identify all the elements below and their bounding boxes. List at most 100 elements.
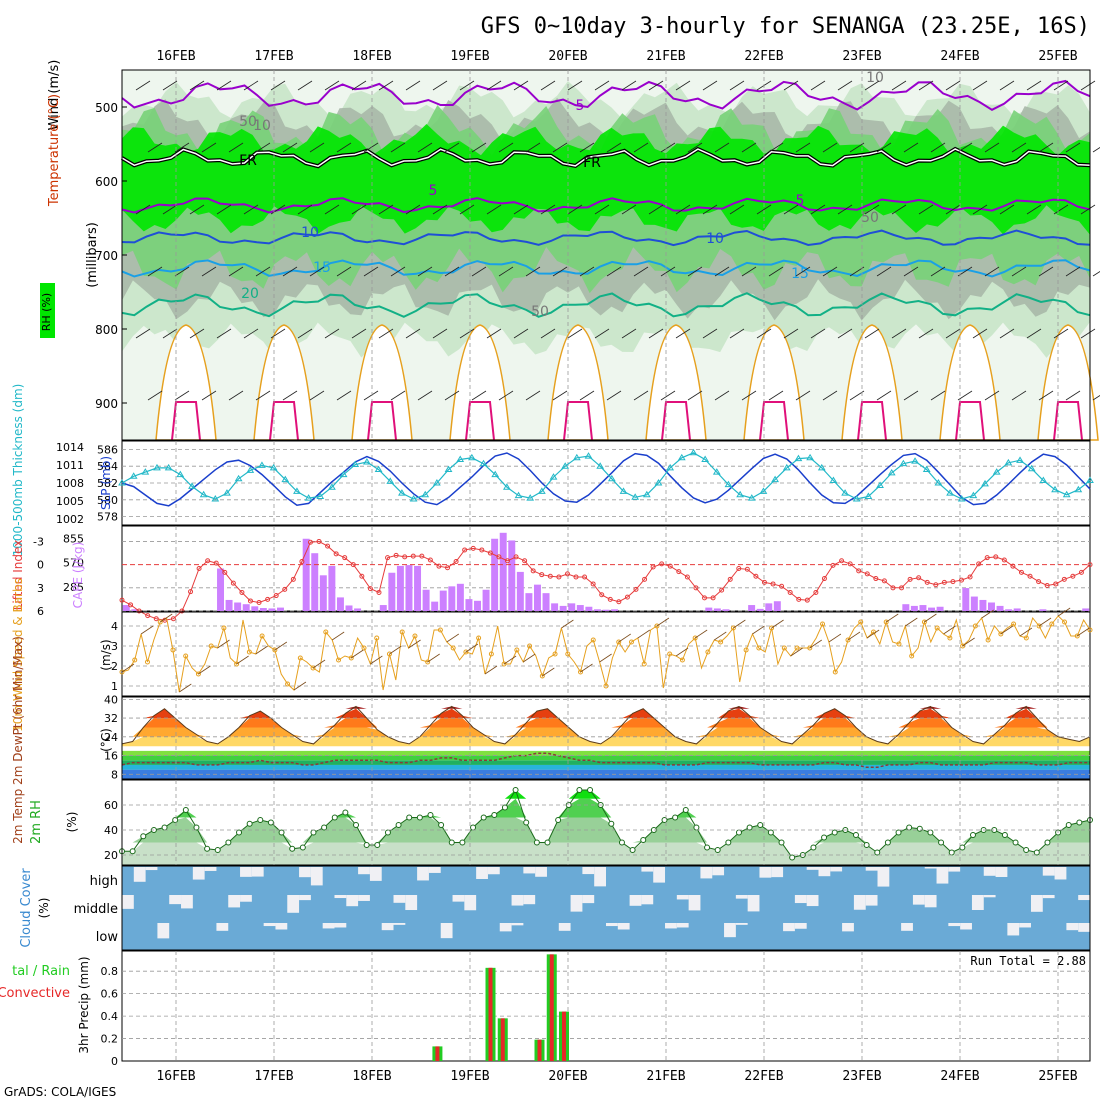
thickness-point <box>223 489 231 496</box>
li-point <box>710 595 716 601</box>
thickness-point <box>806 453 814 461</box>
date-label-top: 22FEB <box>744 49 783 64</box>
rh-point <box>682 807 689 813</box>
wind-barb <box>147 266 163 277</box>
rh-point <box>693 824 700 831</box>
wind-barb-10m <box>408 639 421 649</box>
cloud-cell <box>310 867 323 886</box>
li-point <box>744 566 750 572</box>
cloud-cell <box>299 895 311 901</box>
wind-barb <box>1053 328 1069 339</box>
wind-barb <box>540 328 556 339</box>
contour-label: 5 <box>796 193 805 209</box>
wind-barb <box>540 80 556 91</box>
rh-point <box>810 844 817 851</box>
wind-barb <box>633 266 649 277</box>
cape-bar <box>276 607 284 611</box>
temp-fill <box>122 736 1090 747</box>
li-point <box>564 571 570 577</box>
wind-barb <box>741 266 757 277</box>
wind-barb-10m <box>905 617 918 627</box>
wind-barb <box>459 328 475 339</box>
wind-barb <box>351 204 367 215</box>
rh-point <box>969 832 976 838</box>
cloud-level-label: middle <box>74 902 118 917</box>
rh-point <box>587 787 594 793</box>
cloud-cell <box>1042 867 1055 876</box>
wind-barb <box>378 328 394 339</box>
cloud-cell <box>688 895 701 911</box>
cloud-cell <box>924 867 937 869</box>
wind-speed-point <box>921 619 927 625</box>
cape-bar <box>765 603 773 611</box>
cape-bar <box>533 584 541 611</box>
wind-barb <box>648 328 664 339</box>
cape-bar <box>756 608 764 611</box>
wind-speed-point <box>641 661 647 667</box>
li-point <box>993 554 999 560</box>
cloud-cell <box>428 867 441 873</box>
li-point <box>770 581 776 587</box>
cape-bar <box>748 605 756 611</box>
rh-point <box>789 854 796 861</box>
wind-barb-10m <box>293 681 307 691</box>
temp-tick: 24 <box>104 731 118 744</box>
wind-barb <box>945 204 961 215</box>
temp-fill <box>122 706 1090 709</box>
rh-point <box>480 814 487 821</box>
thickness-point <box>759 487 768 494</box>
wind-speed-point <box>119 669 125 675</box>
wind-speed-point <box>552 651 558 657</box>
temp-contour-30 <box>661 401 691 441</box>
pressure-tick: 900 <box>95 397 118 411</box>
wind-barb <box>189 204 205 215</box>
wind-barb <box>1092 271 1100 277</box>
cloud-cell <box>346 895 359 907</box>
wind-speed-point <box>756 645 762 651</box>
cloud-cell <box>487 867 500 875</box>
date-axes: 16FEB 16FEB 17FEB 17FEB 18FEB 18FEB 19FEB 19FEB… <box>156 49 1077 1084</box>
thickness-point <box>304 494 313 501</box>
upper-left-label-wind: Wind (m/s) <box>47 60 62 131</box>
rh-point <box>501 804 508 811</box>
cape-bar <box>936 606 944 611</box>
wind-barb <box>972 328 988 339</box>
cloud-level-label: low <box>96 930 119 945</box>
wind-barb <box>216 204 232 215</box>
li-point <box>1053 581 1059 587</box>
thickness-point <box>817 463 826 471</box>
li-point <box>316 538 322 544</box>
wind-barb-10m <box>1077 627 1090 637</box>
wind-speed-point <box>170 647 176 653</box>
li-point <box>976 561 982 567</box>
cape-bar <box>456 583 464 611</box>
wind-barb-10m <box>121 663 135 673</box>
contour-label: 10 <box>706 231 724 247</box>
precip-tick: 0 <box>111 1055 118 1068</box>
wind-speed-point <box>781 645 787 651</box>
cape-bar <box>242 604 250 611</box>
li-point <box>179 608 185 614</box>
date-label-bottom: 16FEB <box>156 1069 195 1084</box>
wind-barb-10m <box>943 625 956 635</box>
wind-barb-10m <box>427 653 440 663</box>
wind-barb <box>297 328 313 339</box>
cloud-cell <box>369 867 382 881</box>
cloud-cell <box>570 895 583 912</box>
precip-legend-conv: Convective <box>0 986 70 1001</box>
rh-point <box>640 837 647 843</box>
cloud-cell <box>334 895 347 899</box>
cloud-cell <box>948 923 961 927</box>
date-label-bottom: 20FEB <box>548 1069 587 1084</box>
rh-point <box>204 845 211 852</box>
rh2m-panel: 60 40 20 2m RH (%) <box>29 779 1093 866</box>
wind-barb <box>1026 328 1042 339</box>
li-point <box>376 589 382 595</box>
wind-barb-10m <box>503 655 517 665</box>
wind-barb <box>162 204 178 215</box>
li-point <box>136 608 142 614</box>
rh-point <box>214 847 221 853</box>
rh-point <box>353 822 360 828</box>
li-point <box>350 562 356 568</box>
